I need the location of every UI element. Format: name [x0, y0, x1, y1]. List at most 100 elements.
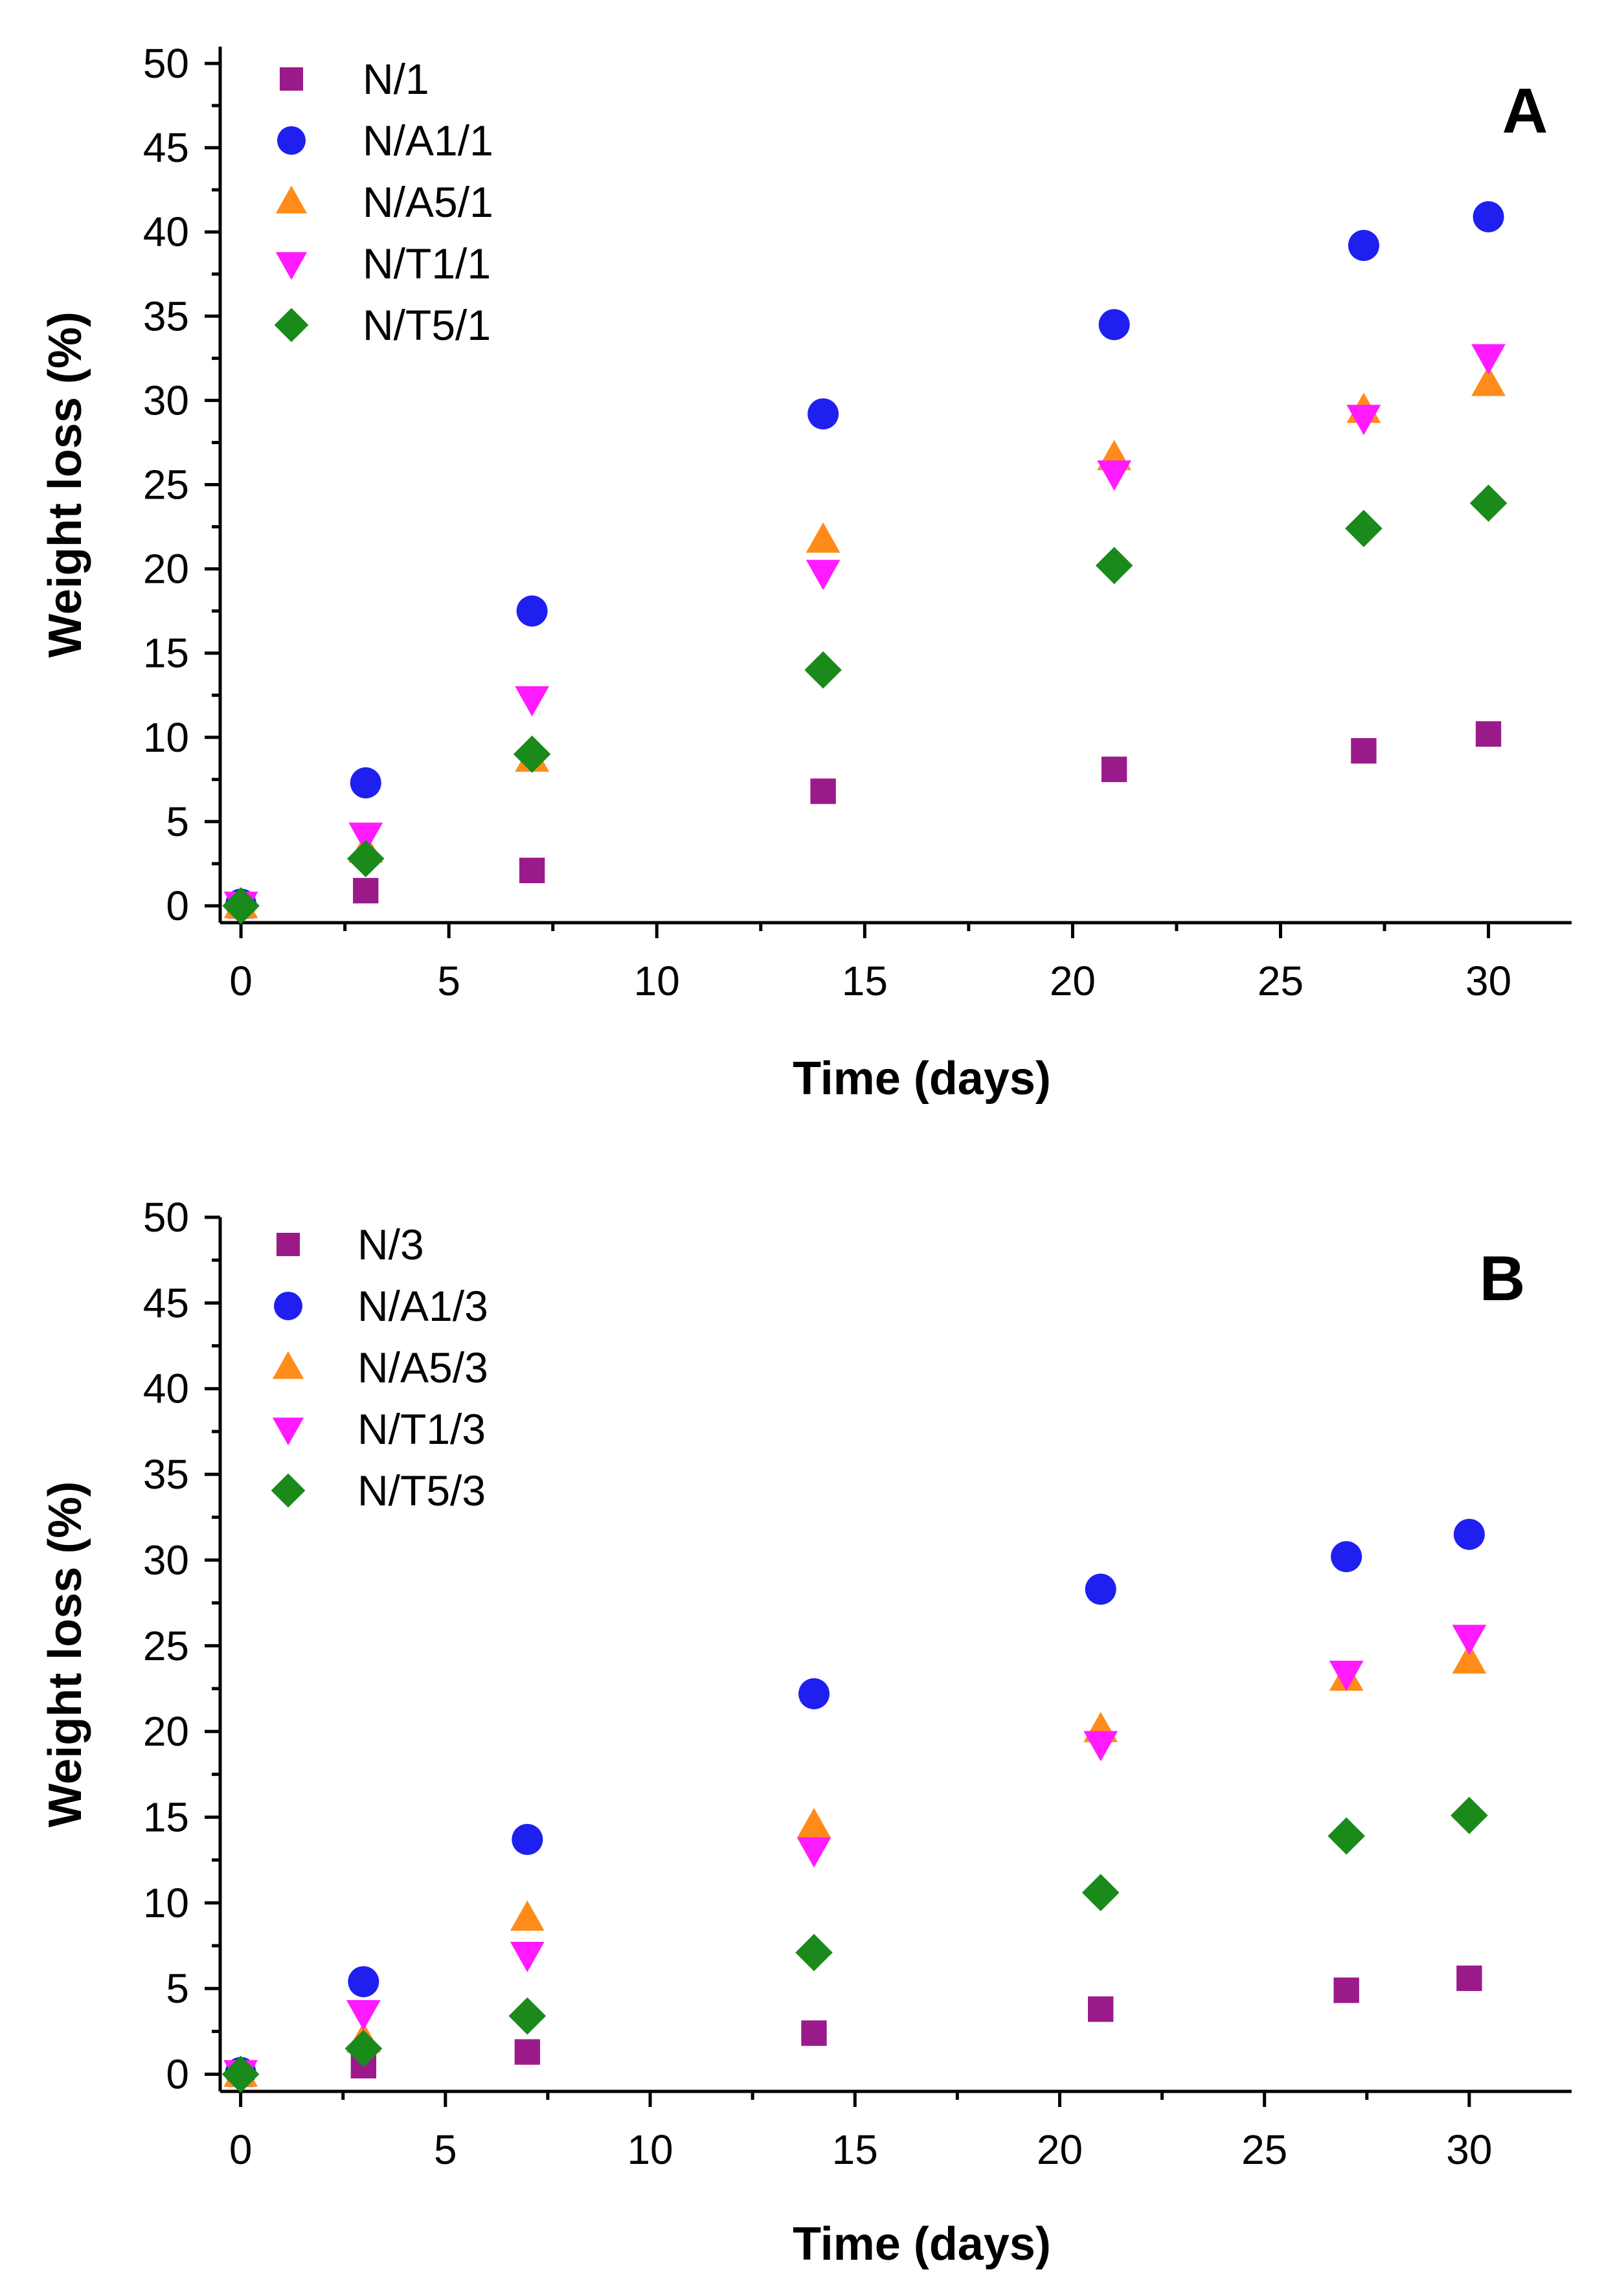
y-tick-label: 5 [166, 798, 189, 845]
legend-label: N/A1/3 [357, 1282, 488, 1330]
x-tick-label: 20 [1050, 958, 1096, 1004]
data-point [1327, 1817, 1365, 1855]
data-point [1471, 365, 1506, 396]
panel-a: 0 5 10 15 20 25 30 35 40 45 50 0 5 10 15 20 25 30 Time (da… [40, 40, 1572, 1105]
data-point [1088, 1996, 1114, 2022]
legend-label: N/T5/1 [363, 301, 491, 349]
data-point [795, 1933, 833, 1972]
data-point [796, 1837, 831, 1868]
y-tick-label: 30 [143, 377, 189, 423]
data-point [1081, 1874, 1120, 1911]
data-point [798, 1678, 830, 1709]
x-tick-label: 25 [1258, 958, 1304, 1004]
legend-label: N/A5/1 [363, 178, 493, 226]
y-tick-label: 30 [143, 1536, 189, 1583]
x-axis-title: Time (days) [793, 2218, 1051, 2270]
y-tick-label: 20 [143, 546, 189, 592]
data-point [514, 2039, 540, 2065]
x-tick-label: 0 [229, 958, 253, 1004]
data-point [1473, 201, 1504, 232]
y-tick-label: 35 [143, 293, 189, 339]
legend: N/3 N/A1/3 N/A5/3 N/T1/3 N/T5/3 [271, 1221, 488, 1514]
data-point [1469, 484, 1508, 522]
data-point [801, 2020, 827, 2046]
y-tick-label: 45 [143, 124, 189, 171]
legend-label: N/3 [357, 1221, 424, 1268]
data-point [512, 1823, 543, 1855]
data-point [345, 2030, 383, 2067]
data-point [1331, 1541, 1362, 1573]
data-point [1333, 1977, 1359, 2003]
data-point [1098, 309, 1130, 341]
x-tick-label: 30 [1465, 958, 1511, 1004]
data-point [1083, 1731, 1118, 1762]
data-point [1452, 1625, 1487, 1656]
legend-marker [277, 126, 306, 155]
data-point [806, 522, 841, 553]
data-point [806, 559, 841, 591]
x-tick-label: 15 [842, 958, 888, 1004]
y-tick-label: 35 [143, 1451, 189, 1498]
x-tick-label: 5 [434, 2126, 457, 2173]
y-axis-title: Weight loss (%) [40, 1481, 91, 1828]
y-tick-label: 0 [166, 883, 189, 929]
y-tick-label: 25 [143, 462, 189, 508]
x-tick-label: 5 [437, 958, 460, 1004]
legend-marker [274, 308, 309, 343]
data-point [804, 651, 842, 689]
legend-marker [279, 67, 304, 91]
panel-label: A [1502, 75, 1548, 146]
legend-marker [271, 1473, 306, 1508]
data-point [516, 595, 548, 627]
legend-marker [275, 252, 308, 280]
panel-b: 0 5 10 15 20 25 30 35 40 45 50 0 5 10 15 20 25 30 Time (da… [40, 1194, 1572, 2270]
y-tick-label: 50 [143, 40, 189, 87]
legend-label: N/1 [363, 55, 429, 103]
y-tick-label: 20 [143, 1708, 189, 1755]
data-point [348, 1966, 379, 1998]
data-point [1351, 737, 1377, 764]
x-tick-label: 10 [627, 2126, 673, 2173]
legend-label: N/A1/1 [363, 117, 493, 164]
y-tick-label: 15 [143, 630, 189, 677]
legend: N/1 N/A1/1 N/A5/1 N/T1/1 N/T5/1 [274, 55, 493, 349]
legend-marker [276, 1232, 300, 1257]
legend-marker [272, 1417, 304, 1446]
x-tick-label: 10 [634, 958, 680, 1004]
data-point [1475, 721, 1502, 747]
x-tick-label: 15 [832, 2126, 878, 2173]
data-point [1101, 756, 1127, 782]
data-point [796, 1808, 831, 1838]
data-point [1456, 1965, 1482, 1991]
legend-label: N/T5/3 [357, 1467, 486, 1514]
data-point [222, 887, 260, 925]
y-tick-label: 50 [143, 1194, 189, 1241]
x-axis-title: Time (days) [793, 1053, 1051, 1105]
y-tick-label: 5 [166, 1965, 189, 2012]
data-point [353, 877, 379, 904]
y-tick-label: 10 [143, 714, 189, 761]
y-tick-label: 45 [143, 1279, 189, 1326]
y-tick-label: 15 [143, 1794, 189, 1840]
data-point [1345, 510, 1383, 547]
data-point [1452, 1643, 1487, 1674]
data-point [1453, 1518, 1485, 1550]
data-point [508, 1997, 547, 2035]
data-point [810, 778, 836, 804]
data-point [1451, 1797, 1488, 1834]
data-point [348, 822, 383, 853]
data-point [519, 857, 545, 884]
data-point [515, 686, 550, 717]
data-point [513, 736, 551, 773]
x-tick-label: 20 [1037, 2126, 1083, 2173]
y-tick-label: 0 [166, 2051, 189, 2098]
data-point [510, 1942, 545, 1972]
legend-marker [275, 185, 308, 214]
x-tick-label: 30 [1446, 2126, 1492, 2173]
y-tick-label: 10 [143, 1880, 189, 1926]
x-tick-label: 25 [1241, 2126, 1287, 2173]
y-axis-title: Weight loss (%) [40, 311, 91, 658]
data-point [346, 2000, 381, 2031]
panel-label: B [1480, 1243, 1526, 1314]
legend-label: N/T1/1 [363, 240, 491, 287]
